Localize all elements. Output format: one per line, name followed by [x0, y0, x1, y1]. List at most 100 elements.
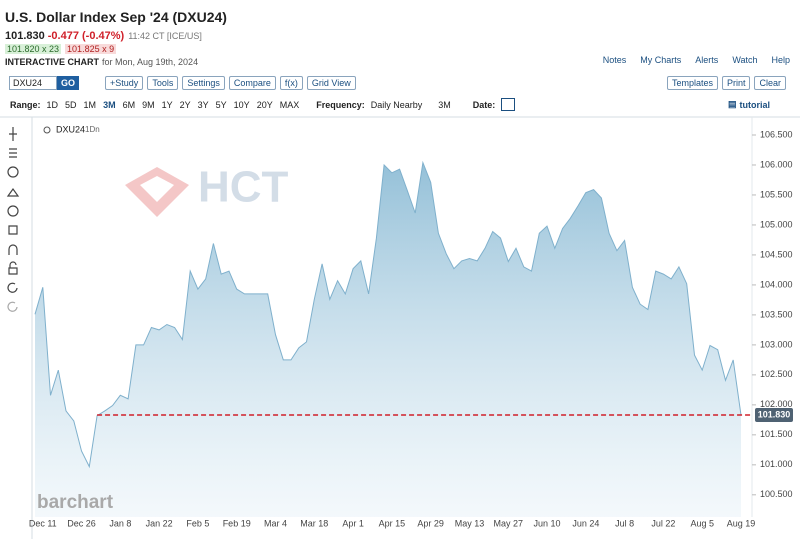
x-tick-label: Apr 1: [342, 518, 364, 528]
tool-magnet[interactable]: [8, 244, 18, 255]
symbol-input[interactable]: DXU24: [9, 76, 58, 90]
tool-shapes[interactable]: [7, 166, 19, 178]
tool-lock[interactable]: [8, 261, 18, 275]
x-tick-label: Jun 24: [572, 518, 599, 528]
toolbar-button[interactable]: f(x): [279, 76, 303, 90]
range-option[interactable]: 9M: [142, 99, 155, 110]
ask: 101.825 x 9: [65, 44, 117, 54]
toolbar-right: Templates Print Clear: [666, 76, 790, 90]
range-option[interactable]: 3M: [103, 99, 116, 110]
bid: 101.820 x 23: [5, 44, 62, 54]
range-option[interactable]: 5D: [65, 99, 77, 110]
toolbar-button[interactable]: Tools: [147, 76, 179, 90]
quote-time: 11:42 CT [ICE/US]: [128, 31, 202, 41]
top-link[interactable]: Help: [771, 55, 790, 65]
last-price-label: 101.830: [758, 409, 791, 419]
last-price-box: [755, 408, 793, 423]
toolbar-button[interactable]: Grid View: [306, 76, 356, 90]
x-tick-label: Jun 10: [534, 518, 561, 528]
x-tick-label: Jul 8: [615, 518, 634, 528]
left-tools: [6, 127, 20, 312]
y-tick-label: 100.500: [760, 489, 793, 499]
period-select[interactable]: 3M: [438, 99, 451, 110]
price-change: -0.477 (-0.47%): [47, 30, 125, 42]
logo-text: HCT: [198, 163, 289, 212]
range-option[interactable]: 1M: [83, 99, 97, 110]
top-link[interactable]: Watch: [732, 55, 758, 65]
y-tick-label: 102.000: [760, 399, 793, 409]
tutorial-link[interactable]: ▤ tutorial: [727, 99, 771, 110]
top-link[interactable]: My Charts: [640, 55, 682, 65]
x-tick-label: Jan 8: [109, 518, 131, 528]
tool-redo[interactable]: [7, 301, 18, 312]
top-link[interactable]: Notes: [602, 55, 627, 65]
toolbar-button[interactable]: Templates: [666, 76, 718, 90]
x-tick-label: Mar 4: [264, 518, 287, 528]
x-tick-label: May 27: [493, 518, 523, 528]
x-tick-label: Feb 5: [186, 518, 209, 528]
range-option[interactable]: 1D: [46, 99, 59, 110]
y-tick-label: 104.500: [760, 249, 793, 259]
y-tick-label: 103.500: [760, 309, 793, 319]
tool-measure[interactable]: [8, 225, 18, 235]
range-option[interactable]: 3Y: [197, 99, 209, 110]
x-tick-label: May 13: [455, 518, 485, 528]
chart-date-row: INTERACTIVE CHART for Mon, Aug 19th, 202…: [5, 57, 198, 67]
legend-interval: 1Dn: [85, 125, 100, 134]
x-tick-label: Mar 18: [300, 518, 328, 528]
x-tick-label: Apr 29: [417, 518, 444, 528]
tutorial-text[interactable]: tutorial: [739, 99, 771, 110]
tool-count[interactable]: [7, 205, 19, 217]
top-links: Notes My Charts Alerts Watch Help: [589, 55, 790, 65]
range-option[interactable]: 5Y: [215, 99, 227, 110]
range-label: Range:: [10, 99, 41, 110]
top-link[interactable]: Alerts: [695, 55, 719, 65]
y-tick-label: 106.500: [760, 129, 793, 139]
toolbar-button[interactable]: +Study: [105, 76, 144, 90]
frequency-label: Frequency:: [316, 99, 365, 110]
toolbar: DXU24 GO +Study Tools Settings Compare f(x) G…: [9, 76, 360, 90]
frequency-select[interactable]: Daily Nearby: [370, 99, 423, 110]
y-tick-label: 101.500: [760, 429, 793, 439]
x-tick-label: Dec 11: [29, 518, 57, 528]
legend-symbol: DXU24: [56, 124, 85, 134]
go-button[interactable]: GO: [57, 76, 80, 90]
x-tick-label: Jan 22: [146, 518, 173, 528]
range-option[interactable]: 2Y: [179, 99, 191, 110]
range-bar: Range: 1D 5D 1M 3M 6M 9M 1Y 2Y 3Y 5Y 10Y 20Y MAX Frequ…: [10, 98, 516, 111]
tool-lines[interactable]: [9, 148, 17, 158]
title: U.S. Dollar Index Sep '24 (DXU24): [5, 9, 227, 25]
chart-date: for Mon, Aug 19th, 2024: [102, 57, 199, 67]
toolbar-button[interactable]: Clear: [754, 76, 786, 90]
y-tick-label: 105.000: [760, 219, 793, 229]
y-tick-label: 104.000: [760, 279, 793, 289]
range-option[interactable]: 6M: [122, 99, 136, 110]
x-tick-label: Aug 5: [690, 518, 714, 528]
legend-gear: [43, 126, 51, 134]
range-option[interactable]: MAX: [279, 99, 300, 110]
y-tick-label: 101.000: [760, 459, 793, 469]
toolbar-button[interactable]: Compare: [228, 76, 276, 90]
quote-row: 101.830 -0.477 (-0.47%) 11:42 CT [ICE/US…: [5, 30, 202, 42]
date-picker[interactable]: [501, 98, 516, 111]
y-tick-label: 103.000: [760, 339, 793, 349]
range-option[interactable]: 1Y: [161, 99, 173, 110]
tool-crosshair[interactable]: [9, 127, 17, 141]
price-line: [34, 160, 742, 469]
x-tick-label: Dec 26: [67, 518, 96, 528]
x-tick-label: Jul 22: [651, 518, 675, 528]
y-tick-label: 102.500: [760, 369, 793, 379]
range-option[interactable]: 20Y: [256, 99, 273, 110]
date-label: Date:: [472, 99, 496, 110]
toolbar-button[interactable]: Settings: [182, 76, 225, 90]
toolbar-button[interactable]: Print: [721, 76, 751, 90]
area-fill: [35, 162, 741, 517]
tool-arrow[interactable]: [6, 187, 20, 197]
tool-undo[interactable]: [7, 282, 18, 293]
chart-label: INTERACTIVE CHART: [5, 57, 99, 67]
range-option[interactable]: 10Y: [233, 99, 250, 110]
bid-ask-row: 101.820 x 23 101.825 x 9: [5, 44, 117, 54]
watermark: barchart: [37, 492, 114, 513]
